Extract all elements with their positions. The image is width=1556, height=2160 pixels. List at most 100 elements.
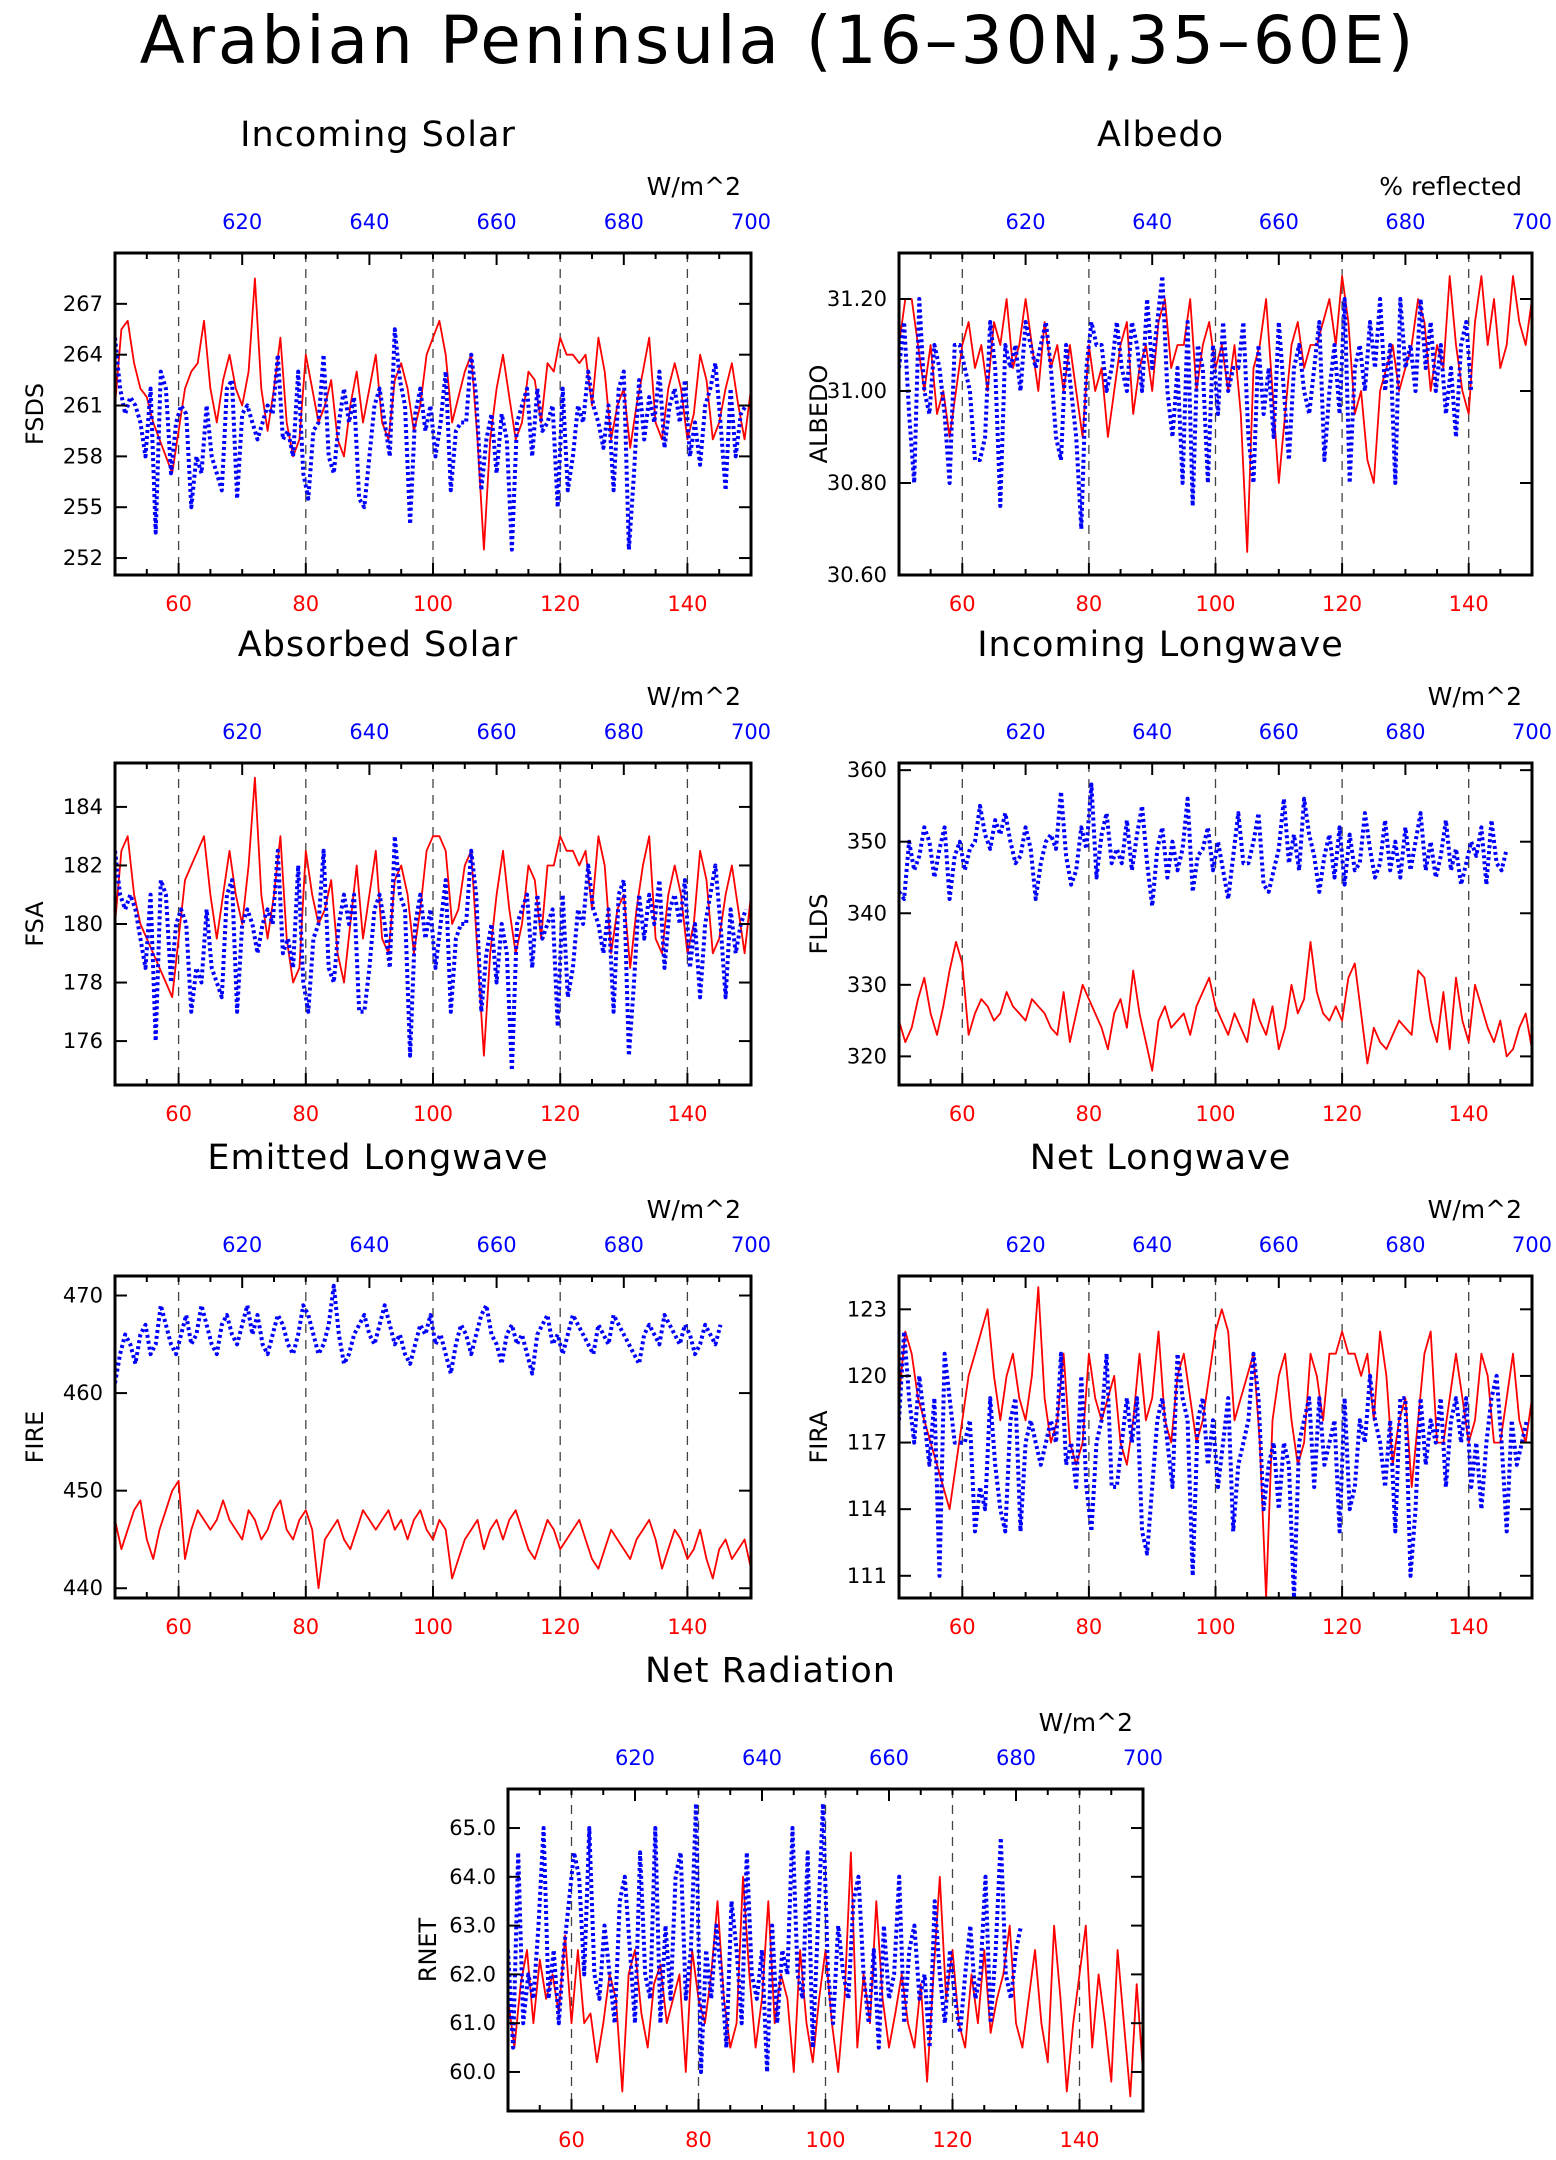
x-tick-label-top: 660 [477,210,517,234]
series-line-top-axis [508,1801,1024,2074]
y-tick-label: 65.0 [449,1816,496,1840]
units-label: W/m^2 [647,1195,741,1224]
x-tick-label-bottom: 60 [165,1615,192,1639]
y-tick-label: 252 [63,546,103,570]
y-tick-label: 123 [847,1297,887,1321]
x-tick-label-bottom: 60 [558,2128,585,2152]
x-tick-label-bottom: 60 [949,1102,976,1126]
x-tick-label-bottom: 80 [1076,1102,1103,1126]
units-label: W/m^2 [647,682,741,711]
series-line-bottom-axis [115,277,751,551]
x-tick-label-top: 620 [222,720,262,744]
x-tick-label-bottom: 100 [1195,1615,1235,1639]
chart-title: Incoming Solar [240,115,516,155]
y-tick-label: 61.0 [449,2011,496,2035]
y-tick-label: 114 [847,1497,887,1521]
chart-panel-incoming-longwave: Incoming Longwave W/m^2 FLDS 320 330 340 35… [805,625,1552,1126]
series-line-bottom-axis [115,1480,751,1590]
page-title: Arabian Peninsula (16–30N,35–60E) [140,2,1417,79]
y-tick-label: 180 [63,912,103,936]
x-tick-label-bottom: 60 [165,1102,192,1126]
x-tick-label-bottom: 100 [805,2128,845,2152]
x-tick-label-top: 680 [604,1233,644,1257]
y-tick-label: 340 [847,901,887,925]
x-tick-label-top: 700 [731,1233,771,1257]
x-tick-label-top: 640 [1132,210,1172,234]
x-tick-label-bottom: 120 [1322,1615,1362,1639]
x-tick-label-bottom: 60 [165,592,192,616]
x-tick-label-bottom: 100 [413,1615,453,1639]
x-tick-label-top: 680 [604,210,644,234]
chart-title: Incoming Longwave [977,625,1344,665]
x-tick-label-top: 620 [1006,1233,1046,1257]
chart-title: Albedo [1097,115,1224,155]
x-tick-label-bottom: 140 [667,1102,707,1126]
y-tick-label: 440 [63,1576,103,1600]
y-tick-label: 63.0 [449,1914,496,1938]
chart-panel-albedo: Albedo % reflected ALBEDO 30.60 30.80 31.0… [805,115,1552,616]
x-tick-label-bottom: 140 [667,592,707,616]
units-label: W/m^2 [647,172,741,201]
series-line-top-axis [899,782,1509,909]
x-tick-label-top: 680 [1385,210,1425,234]
x-tick-label-top: 660 [1259,210,1299,234]
series-line-top-axis [115,834,748,1073]
y-tick-label: 60.0 [449,2060,496,2084]
y-tick-label: 117 [847,1431,887,1455]
x-tick-label-top: 680 [604,720,644,744]
x-tick-label-bottom: 80 [292,1102,319,1126]
x-tick-label-bottom: 140 [1449,1615,1489,1639]
series-line-bottom-axis [899,941,1532,1072]
x-tick-label-bottom: 120 [540,1615,580,1639]
x-tick-label-top: 640 [349,1233,389,1257]
x-tick-label-bottom: 80 [292,1615,319,1639]
y-axis-label: FSDS [21,383,49,445]
series-line-top-axis [899,1329,1529,1598]
x-tick-label-bottom: 100 [413,592,453,616]
x-tick-label-bottom: 80 [292,592,319,616]
x-tick-label-bottom: 80 [685,2128,712,2152]
x-tick-label-top: 660 [477,720,517,744]
x-tick-label-top: 700 [1123,1746,1163,1770]
x-tick-label-bottom: 120 [932,2128,972,2152]
x-tick-label-top: 660 [1259,1233,1299,1257]
y-axis-label: FIRE [21,1411,49,1464]
x-tick-label-top: 680 [1385,720,1425,744]
y-tick-label: 176 [63,1029,103,1053]
units-label: W/m^2 [1428,682,1522,711]
x-tick-label-top: 620 [222,210,262,234]
series-line-top-axis [115,327,748,552]
units-label: W/m^2 [1428,1195,1522,1224]
y-tick-label: 470 [63,1284,103,1308]
x-tick-label-bottom: 100 [1195,1102,1235,1126]
y-tick-label: 30.60 [827,563,887,587]
x-tick-label-top: 640 [742,1746,782,1770]
x-tick-label-top: 640 [1132,1233,1172,1257]
chart-title: Net Longwave [1030,1138,1292,1178]
x-tick-label-bottom: 140 [1449,1102,1489,1126]
y-tick-label: 460 [63,1381,103,1405]
y-axis-label: FSA [21,901,49,947]
y-tick-label: 255 [63,495,103,519]
x-tick-label-bottom: 100 [413,1102,453,1126]
x-tick-label-top: 660 [1259,720,1299,744]
y-tick-label: 350 [847,830,887,854]
x-tick-label-bottom: 140 [1449,592,1489,616]
x-tick-label-top: 700 [1512,720,1552,744]
x-tick-label-bottom: 120 [1322,1102,1362,1126]
chart-panel-emitted-longwave: Emitted Longwave W/m^2 FIRE 440 450 460 470… [21,1138,771,1639]
y-tick-label: 182 [63,853,103,877]
x-tick-label-top: 620 [1006,720,1046,744]
x-tick-label-top: 640 [1132,720,1172,744]
x-tick-label-top: 700 [731,210,771,234]
y-tick-label: 360 [847,758,887,782]
y-tick-label: 64.0 [449,1865,496,1889]
y-tick-label: 320 [847,1044,887,1068]
series-line-bottom-axis [899,275,1532,553]
x-tick-label-top: 620 [1006,210,1046,234]
x-tick-label-bottom: 60 [949,1615,976,1639]
x-tick-label-bottom: 140 [667,1615,707,1639]
x-tick-label-top: 620 [615,1746,655,1770]
x-tick-label-top: 680 [996,1746,1036,1770]
series-line-bottom-axis [115,776,751,1057]
